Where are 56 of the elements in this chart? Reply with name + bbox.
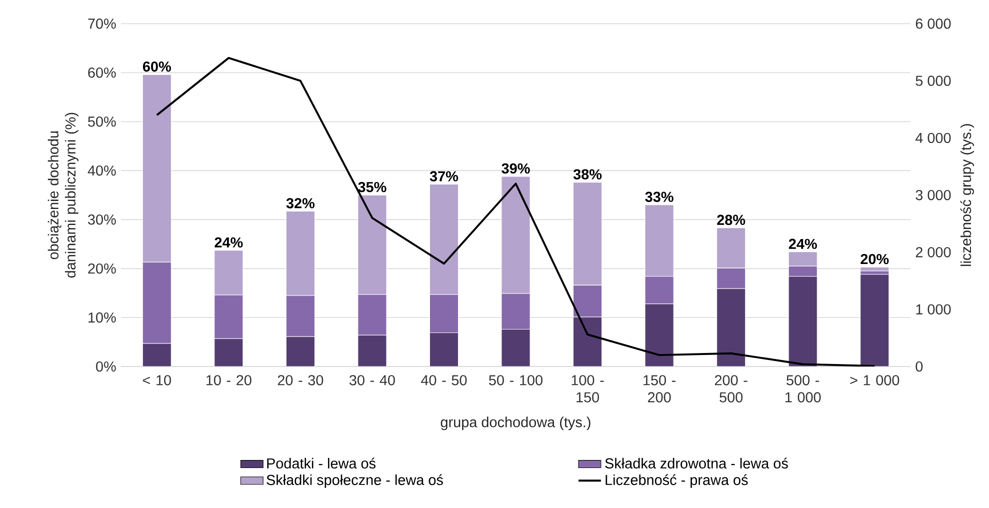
x-tick-label: > 1 000 bbox=[850, 374, 900, 386]
bar bbox=[358, 334, 387, 366]
total-label: 35% bbox=[358, 182, 386, 192]
total-label: 39% bbox=[502, 163, 530, 174]
bar bbox=[214, 338, 244, 366]
y2-tick-label: 3 000 bbox=[916, 190, 951, 200]
x-tick-label: 20 - 30 bbox=[278, 374, 324, 386]
x-tick-label: < 10 bbox=[142, 374, 171, 386]
y-tick-label: 60% bbox=[88, 67, 116, 78]
total-label: 28% bbox=[717, 214, 746, 225]
bar bbox=[429, 332, 459, 366]
x-tick-label: 100 - 150 bbox=[572, 374, 604, 402]
total-label: 24% bbox=[788, 238, 817, 249]
total-label: 60% bbox=[142, 61, 171, 72]
y2-tick-label: 6 000 bbox=[916, 18, 951, 29]
total-label: 38% bbox=[573, 169, 602, 180]
y2-tick-label: 0 bbox=[916, 361, 923, 372]
y-tick-label: 40% bbox=[88, 165, 116, 176]
x-tick-label: 50 - 100 bbox=[489, 374, 542, 386]
x-tick-label: 150 - 200 bbox=[644, 374, 676, 402]
y2-tick-label: 1 000 bbox=[916, 304, 951, 314]
y-tick-label: 0% bbox=[96, 361, 116, 372]
x-axis-title: grupa dochodowa (tys.) bbox=[440, 416, 590, 430]
y2-axis-title: liczebność grupy (tys.) bbox=[960, 124, 974, 266]
y-tick-label: 50% bbox=[88, 116, 116, 127]
legend-label: Liczebność - prawa oś bbox=[606, 474, 748, 488]
bar bbox=[716, 288, 746, 366]
y-axis-title: obciążenie dochodu daninami publicznymi (%) bbox=[48, 112, 78, 278]
legend-label: Składki społeczne - lewa oś bbox=[266, 474, 443, 488]
bar bbox=[286, 336, 315, 366]
bar bbox=[572, 316, 602, 366]
total-label: 20% bbox=[860, 254, 889, 264]
y-tick-label: 30% bbox=[88, 214, 116, 224]
y-tick-label: 10% bbox=[88, 312, 116, 322]
total-label: 37% bbox=[430, 170, 458, 182]
bar bbox=[860, 274, 890, 366]
x-tick-label: 500 - 1 000 bbox=[785, 374, 821, 402]
bar bbox=[644, 303, 674, 366]
y2-tick-label: 5 000 bbox=[916, 75, 951, 86]
bar bbox=[501, 328, 530, 366]
legend-label: Podatki - lewa oś bbox=[267, 458, 376, 468]
bar bbox=[860, 266, 890, 272]
total-label: 33% bbox=[645, 192, 674, 202]
y-tick-label: 70% bbox=[88, 18, 116, 29]
x-tick-label: 30 - 40 bbox=[349, 374, 395, 386]
bar bbox=[788, 276, 818, 366]
bar bbox=[142, 343, 172, 366]
total-label: 32% bbox=[286, 198, 315, 208]
legend-label: Składka zdrowotna - lewa oś bbox=[605, 458, 788, 468]
y2-tick-label: 4 000 bbox=[915, 132, 951, 143]
total-label: 24% bbox=[214, 237, 243, 248]
x-tick-label: 40 - 50 bbox=[421, 374, 467, 386]
y2-tick-label: 2 000 bbox=[916, 246, 951, 258]
x-tick-label: 200 - 500 bbox=[714, 374, 748, 402]
y-tick-label: 20% bbox=[88, 263, 116, 274]
x-tick-label: 10 - 20 bbox=[206, 374, 252, 386]
